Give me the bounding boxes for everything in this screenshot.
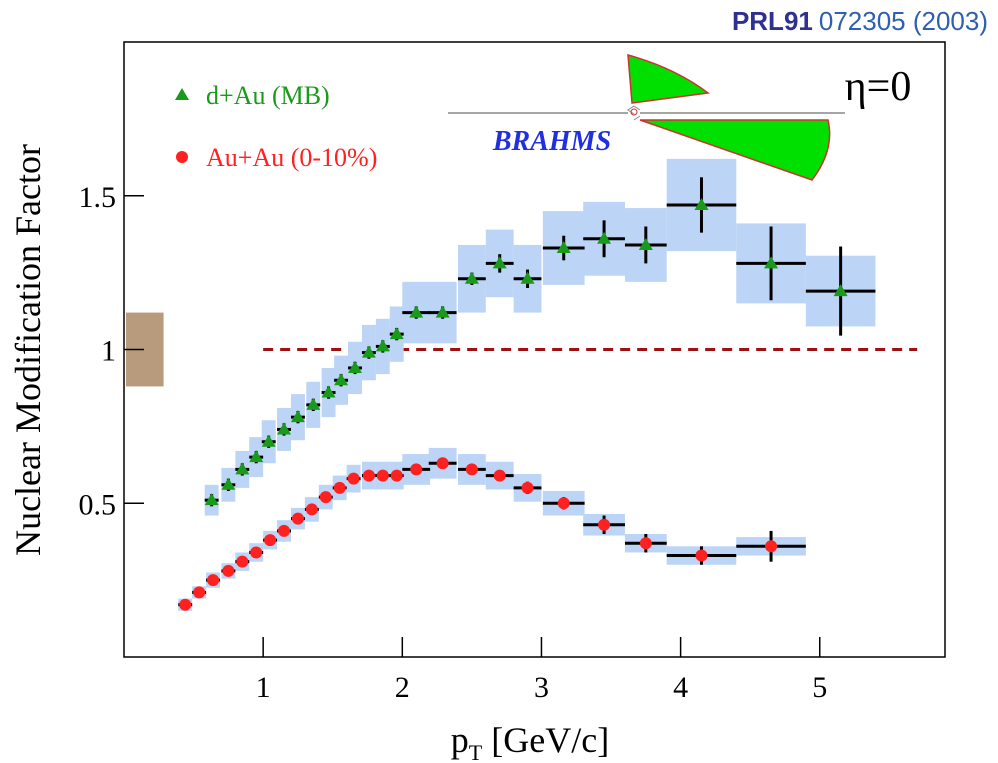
chart-title: PRL91 072305 (2003) xyxy=(732,6,988,36)
y-axis-label: Nuclear Modification Factor xyxy=(8,144,48,556)
point xyxy=(376,469,389,482)
point xyxy=(436,457,449,470)
x-label-main: p xyxy=(451,720,469,760)
legend: d+Au (MB) Au+Au (0-10%) xyxy=(175,81,377,172)
point xyxy=(597,231,612,244)
x-tick-label: 4 xyxy=(673,671,688,704)
x-label-sub: T xyxy=(469,740,483,763)
point xyxy=(305,503,318,516)
point xyxy=(347,472,360,485)
point xyxy=(277,422,292,435)
point xyxy=(492,256,507,269)
title-ref: 072305 (2003) xyxy=(819,6,988,36)
point xyxy=(765,540,778,553)
point xyxy=(465,463,478,476)
y-tick-label: 1 xyxy=(101,335,116,368)
plot-back xyxy=(126,158,918,611)
point xyxy=(362,469,375,482)
point xyxy=(334,373,349,386)
point xyxy=(390,469,403,482)
point xyxy=(236,555,249,568)
interaction-point xyxy=(630,108,638,116)
point xyxy=(333,481,346,494)
point xyxy=(290,410,305,423)
point xyxy=(291,512,304,525)
point xyxy=(347,360,362,373)
point xyxy=(598,518,611,531)
point xyxy=(521,481,534,494)
point xyxy=(264,534,277,547)
point xyxy=(695,549,708,562)
detector-arm xyxy=(627,53,710,104)
point xyxy=(833,284,848,297)
x-axis-label: pT [GeV/c] xyxy=(451,720,609,763)
y-tick-label: 0.5 xyxy=(79,488,117,521)
point xyxy=(764,256,779,269)
point xyxy=(694,197,709,210)
x-tick-label: 3 xyxy=(534,671,549,704)
point xyxy=(235,462,250,475)
point xyxy=(222,564,235,577)
point xyxy=(250,546,263,559)
point xyxy=(557,497,570,510)
x-label-rest: [GeV/c] xyxy=(482,720,609,760)
point xyxy=(493,469,506,482)
point xyxy=(249,450,264,463)
legend-label: Au+Au (0-10%) xyxy=(206,143,377,172)
point xyxy=(638,237,653,250)
point xyxy=(639,537,652,550)
point xyxy=(306,397,321,410)
eta-label: η=0 xyxy=(845,64,912,110)
point xyxy=(389,327,404,340)
point xyxy=(375,339,390,352)
point xyxy=(556,241,571,254)
legend-marker xyxy=(175,88,189,100)
point xyxy=(193,586,206,599)
experiment-label: BRAHMS xyxy=(492,126,611,157)
legend-label: d+Au (MB) xyxy=(206,81,330,110)
point xyxy=(409,305,424,318)
point xyxy=(520,271,535,284)
point xyxy=(204,493,219,506)
legend-marker xyxy=(176,151,188,163)
point xyxy=(261,434,276,447)
point xyxy=(361,345,376,358)
x-tick-label: 1 xyxy=(256,671,271,704)
arrow-head xyxy=(633,105,641,121)
x-tick-label: 5 xyxy=(812,671,827,704)
x-tick-label: 2 xyxy=(395,671,410,704)
point xyxy=(410,463,423,476)
point xyxy=(207,574,220,587)
point xyxy=(221,477,236,490)
detector-sketch xyxy=(448,53,845,181)
point xyxy=(321,385,336,398)
point xyxy=(464,271,479,284)
point xyxy=(179,598,192,611)
point xyxy=(278,524,291,537)
point xyxy=(319,491,332,504)
detector-arm xyxy=(639,119,831,181)
y-tick-label: 1.5 xyxy=(79,181,117,214)
title-journal: PRL91 xyxy=(732,6,813,36)
point xyxy=(435,305,450,318)
